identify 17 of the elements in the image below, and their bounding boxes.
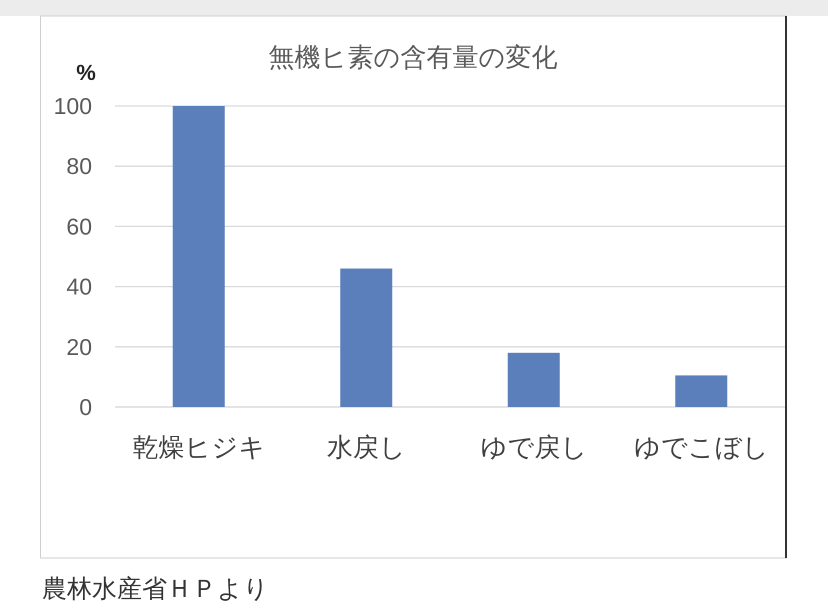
bar: [172, 106, 225, 407]
x-tick-label: 水戻し: [326, 432, 406, 462]
x-tick-label: ゆでこぼし: [634, 432, 769, 462]
y-tick-label: 20: [66, 334, 92, 360]
x-tick-label: ゆで戻し: [480, 432, 588, 462]
y-tick-label: 0: [79, 394, 92, 420]
text: 農林水産省ＨＰより: [42, 575, 269, 603]
y-tick-label: 60: [66, 213, 92, 240]
bar: [675, 375, 728, 407]
y-tick-label: 40: [66, 274, 92, 300]
chart-title: 無機ヒ素の含有量の変化: [268, 42, 558, 72]
y-tick-label: 80: [66, 153, 92, 180]
y-axis-title: %: [76, 60, 96, 85]
x-tick-label: 乾燥ヒジキ: [132, 432, 266, 462]
bar: [508, 352, 560, 407]
y-tick-label: 100: [54, 93, 92, 119]
bar: [340, 268, 392, 407]
